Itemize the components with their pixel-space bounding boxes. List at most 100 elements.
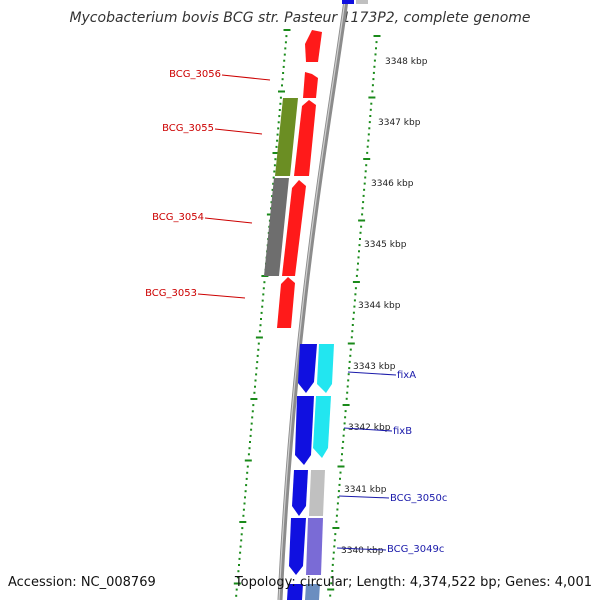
inner-tick-ring [327, 35, 381, 597]
gene-feature[interactable] [298, 344, 317, 393]
tick-mark [331, 570, 334, 572]
tick-mark [372, 71, 375, 74]
tick-mark [372, 78, 375, 81]
leader-line [204, 217, 253, 224]
leader-line [347, 371, 397, 376]
tick-mark [248, 447, 251, 450]
gene-label[interactable]: BCG_3056 [169, 69, 221, 80]
leader-line [214, 128, 263, 135]
gene-feature[interactable] [356, 0, 368, 4]
tick-mark [245, 477, 248, 480]
tick-mark [272, 152, 280, 154]
gene-feature[interactable] [303, 72, 318, 98]
tick-mark [252, 404, 255, 407]
tick-mark [358, 244, 361, 247]
gene-feature[interactable] [264, 178, 289, 276]
gene-track-right [287, 0, 368, 600]
tick-mark [362, 194, 365, 197]
tick-mark [352, 311, 355, 314]
tick-mark [241, 527, 244, 530]
gene-feature[interactable] [317, 344, 334, 393]
tick-mark [262, 293, 265, 296]
tick-mark [356, 268, 359, 271]
tick-mark [279, 96, 282, 99]
gene-feature[interactable] [305, 30, 322, 62]
gene-feature[interactable] [295, 396, 314, 465]
tick-mark [358, 219, 366, 222]
tick-mark [233, 582, 241, 585]
tick-mark [363, 188, 366, 191]
genome-backbone-highlight [278, 0, 346, 600]
tick-mark [250, 398, 258, 400]
tick-mark [238, 564, 240, 566]
right-gene-labels: fixA fixB BCG_3050c BCG_3049c [336, 370, 447, 555]
tick-mark [332, 551, 335, 554]
gene-feature[interactable] [277, 277, 295, 328]
gene-feature[interactable] [309, 470, 325, 516]
tick-mark [345, 397, 348, 400]
tick-mark [347, 379, 350, 382]
gene-feature[interactable] [342, 0, 354, 4]
gene-feature[interactable] [282, 180, 306, 276]
tick-mark [282, 65, 285, 68]
left-gene-labels: BCG_3056 BCG_3055 BCG_3054 BCG_3053 [145, 69, 271, 299]
tick-mark [361, 213, 364, 216]
tick-mark [258, 330, 261, 333]
tick-mark [237, 570, 240, 573]
tick-mark [357, 262, 359, 265]
map-title: Mycobacterium bovis BCG str. Pasteur 117… [69, 10, 530, 26]
tick-mark [238, 557, 241, 560]
gene-feature[interactable] [287, 584, 303, 600]
gene-label[interactable]: BCG_3053 [145, 288, 197, 299]
gene-feature[interactable] [306, 518, 323, 575]
tick-mark [255, 367, 258, 370]
tick-mark [362, 201, 365, 204]
tick-mark [369, 108, 372, 111]
tick-mark [337, 490, 340, 493]
accession-text: Accession: NC_008769 [8, 575, 156, 590]
tick-mark [331, 563, 334, 566]
tick-mark [367, 133, 370, 136]
tick-mark [255, 373, 258, 376]
leader-line [343, 427, 393, 432]
gene-feature[interactable] [275, 98, 298, 176]
tick-mark [338, 483, 341, 486]
tick-mark [330, 582, 333, 585]
tick-mark [329, 594, 332, 597]
tick-mark [284, 41, 287, 44]
tick-mark [352, 281, 360, 283]
gene-feature[interactable] [292, 470, 308, 516]
kbp-label: 3342 kbp [348, 423, 391, 433]
tick-mark [375, 47, 377, 50]
gene-label[interactable]: fixA [397, 370, 416, 381]
tick-mark [368, 121, 371, 124]
gene-label[interactable]: BCG_3049c [387, 544, 444, 555]
tick-mark [250, 428, 253, 431]
tick-mark [340, 459, 343, 462]
tick-mark [369, 115, 372, 117]
tick-mark [333, 539, 336, 542]
tick-mark [244, 490, 247, 493]
tick-mark [342, 404, 350, 406]
tick-mark [277, 127, 280, 130]
gene-feature[interactable] [305, 584, 320, 600]
gene-feature[interactable] [289, 518, 306, 575]
tick-mark [337, 496, 340, 499]
tick-mark [239, 521, 247, 523]
tick-mark [256, 361, 259, 364]
tick-mark [349, 354, 352, 357]
tick-mark [285, 35, 288, 38]
tick-mark [339, 477, 341, 480]
gene-feature[interactable] [313, 396, 331, 458]
gene-label[interactable]: BCG_3050c [390, 493, 447, 504]
kbp-label: 3347 kbp [378, 118, 421, 128]
gene-label[interactable]: BCG_3054 [152, 212, 204, 223]
tick-mark [346, 385, 349, 388]
tick-mark [354, 287, 357, 290]
gene-label[interactable]: fixB [393, 426, 412, 437]
gene-label[interactable]: BCG_3055 [162, 123, 214, 134]
tick-mark [373, 65, 376, 68]
gene-feature[interactable] [294, 100, 316, 176]
tick-mark [341, 447, 344, 449]
tick-mark [354, 293, 357, 296]
